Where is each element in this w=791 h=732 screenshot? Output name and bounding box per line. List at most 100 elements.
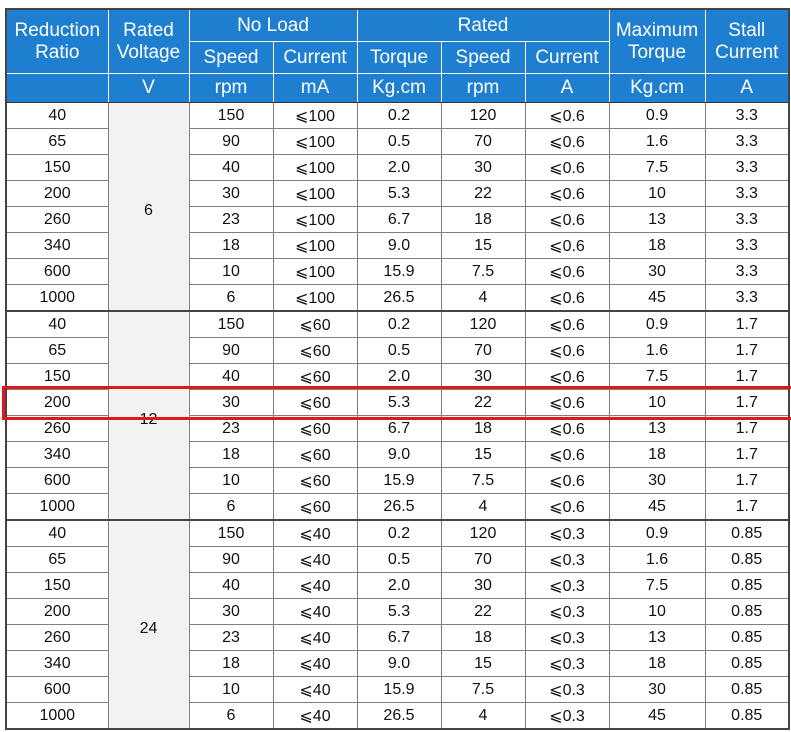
cell-no-load-current: ⩽40: [272, 598, 358, 625]
cell-rated-speed: 18: [440, 415, 526, 442]
rated-voltage-value: 6: [144, 201, 153, 219]
table-row: 1000 6 ⩽60 26.5 4 ⩽0.6 45 1.7: [5, 493, 790, 521]
cell-no-load-speed: 30: [188, 598, 274, 625]
cell-stall-current: 1.7: [704, 493, 790, 521]
cell-rated-torque: 2.0: [356, 572, 442, 599]
cell-maximum-torque: 0.9: [608, 102, 706, 129]
cell-no-load-speed: 10: [188, 258, 274, 285]
cell-rated-current: ⩽0.6: [524, 128, 610, 155]
header-reduction-ratio: Reduction Ratio: [5, 8, 109, 74]
cell-reduction-ratio: 260: [5, 415, 109, 442]
cell-rated-speed: 22: [440, 180, 526, 207]
cell-stall-current: 3.3: [704, 258, 790, 285]
header-rated-torque: Torque: [356, 41, 442, 74]
cell-no-load-speed: 18: [188, 441, 274, 468]
cell-stall-current: 0.85: [704, 702, 790, 730]
cell-no-load-current: ⩽60: [272, 415, 358, 442]
cell-no-load-speed: 18: [188, 650, 274, 677]
header-maximum-torque: Maximum Torque: [608, 8, 706, 74]
cell-maximum-torque: 0.9: [608, 519, 706, 547]
cell-no-load-current: ⩽40: [272, 624, 358, 651]
unit-rated-torque: Kg.cm: [356, 73, 442, 103]
cell-rated-torque: 9.0: [356, 441, 442, 468]
cell-rated-current: ⩽0.6: [524, 258, 610, 285]
cell-reduction-ratio: 200: [5, 598, 109, 625]
cell-reduction-ratio: 340: [5, 650, 109, 677]
cell-no-load-current: ⩽100: [272, 154, 358, 181]
cell-rated-torque: 6.7: [356, 624, 442, 651]
cell-maximum-torque: 10: [608, 598, 706, 625]
cell-rated-speed: 120: [440, 519, 526, 547]
rated-voltage-value: 12: [139, 410, 158, 428]
unit-rated-current: A: [524, 73, 610, 103]
cell-rated-speed: 7.5: [440, 467, 526, 494]
cell-reduction-ratio: 1000: [5, 284, 109, 312]
cell-reduction-ratio: 40: [5, 519, 109, 547]
cell-no-load-speed: 150: [188, 102, 274, 129]
table-row: 340 18 ⩽60 9.0 15 ⩽0.6 18 1.7: [5, 441, 790, 468]
header-rated-current: Current: [524, 41, 610, 74]
cell-no-load-speed: 40: [188, 363, 274, 390]
cell-reduction-ratio: 260: [5, 624, 109, 651]
table-row: 65 90 ⩽40 0.5 70 ⩽0.3 1.6 0.85: [5, 546, 790, 573]
cell-no-load-speed: 150: [188, 310, 274, 338]
table-row: 600 10 ⩽60 15.9 7.5 ⩽0.6 30 1.7: [5, 467, 790, 494]
cell-rated-torque: 0.2: [356, 102, 442, 129]
cell-reduction-ratio: 600: [5, 258, 109, 285]
cell-no-load-speed: 30: [188, 389, 274, 416]
cell-rated-current: ⩽0.6: [524, 363, 610, 390]
cell-reduction-ratio: 65: [5, 337, 109, 364]
cell-no-load-speed: 30: [188, 180, 274, 207]
cell-rated-torque: 5.3: [356, 389, 442, 416]
cell-reduction-ratio: 200: [5, 180, 109, 207]
cell-maximum-torque: 30: [608, 467, 706, 494]
header-rated: Rated: [356, 8, 610, 42]
cell-maximum-torque: 30: [608, 258, 706, 285]
cell-no-load-current: ⩽60: [272, 310, 358, 338]
cell-maximum-torque: 10: [608, 180, 706, 207]
cell-no-load-speed: 23: [188, 415, 274, 442]
unit-voltage: V: [107, 73, 190, 103]
cell-rated-current: ⩽0.3: [524, 572, 610, 599]
cell-stall-current: 3.3: [704, 284, 790, 312]
cell-reduction-ratio: 340: [5, 232, 109, 259]
cell-no-load-current: ⩽40: [272, 519, 358, 547]
cell-no-load-current: ⩽40: [272, 702, 358, 730]
unit-stall-current: A: [704, 73, 790, 103]
table-row: 260 23 ⩽40 6.7 18 ⩽0.3 13 0.85: [5, 624, 790, 651]
cell-no-load-current: ⩽60: [272, 441, 358, 468]
cell-rated-speed: 70: [440, 128, 526, 155]
table-row: 65 90 ⩽60 0.5 70 ⩽0.6 1.6 1.7: [5, 337, 790, 364]
cell-rated-current: ⩽0.3: [524, 624, 610, 651]
cell-reduction-ratio: 40: [5, 310, 109, 338]
cell-rated-speed: 30: [440, 572, 526, 599]
table-body: 40 6 150 ⩽100 0.2 120 ⩽0.6 0.9 3.3 65 90 ⩽100 0.5 70 ⩽…: [5, 102, 790, 730]
cell-maximum-torque: 10: [608, 389, 706, 416]
unit-rated-speed: rpm: [440, 73, 526, 103]
cell-maximum-torque: 7.5: [608, 154, 706, 181]
table-row: 600 10 ⩽40 15.9 7.5 ⩽0.3 30 0.85: [5, 676, 790, 703]
cell-rated-current: ⩽0.3: [524, 676, 610, 703]
motor-spec-table: Reduction Ratio Rated Voltage No Load Ra…: [5, 8, 790, 730]
cell-rated-torque: 15.9: [356, 258, 442, 285]
cell-rated-current: ⩽0.6: [524, 467, 610, 494]
cell-no-load-current: ⩽40: [272, 676, 358, 703]
cell-no-load-speed: 23: [188, 206, 274, 233]
cell-no-load-speed: 6: [188, 284, 274, 312]
cell-reduction-ratio: 1000: [5, 493, 109, 521]
cell-reduction-ratio: 260: [5, 206, 109, 233]
cell-rated-torque: 0.2: [356, 519, 442, 547]
cell-stall-current: 0.85: [704, 624, 790, 651]
cell-stall-current: 0.85: [704, 546, 790, 573]
cell-rated-speed: 18: [440, 206, 526, 233]
cell-rated-torque: 15.9: [356, 676, 442, 703]
cell-stall-current: 3.3: [704, 232, 790, 259]
cell-rated-current: ⩽0.6: [524, 206, 610, 233]
table-row: 40 24 150 ⩽40 0.2 120 ⩽0.3 0.9 0.85: [5, 519, 790, 730]
cell-rated-current: ⩽0.6: [524, 180, 610, 207]
cell-rated-speed: 70: [440, 337, 526, 364]
cell-stall-current: 1.7: [704, 337, 790, 364]
cell-no-load-speed: 90: [188, 337, 274, 364]
table-row: 260 23 ⩽100 6.7 18 ⩽0.6 13 3.3: [5, 206, 790, 233]
cell-stall-current: 1.7: [704, 363, 790, 390]
